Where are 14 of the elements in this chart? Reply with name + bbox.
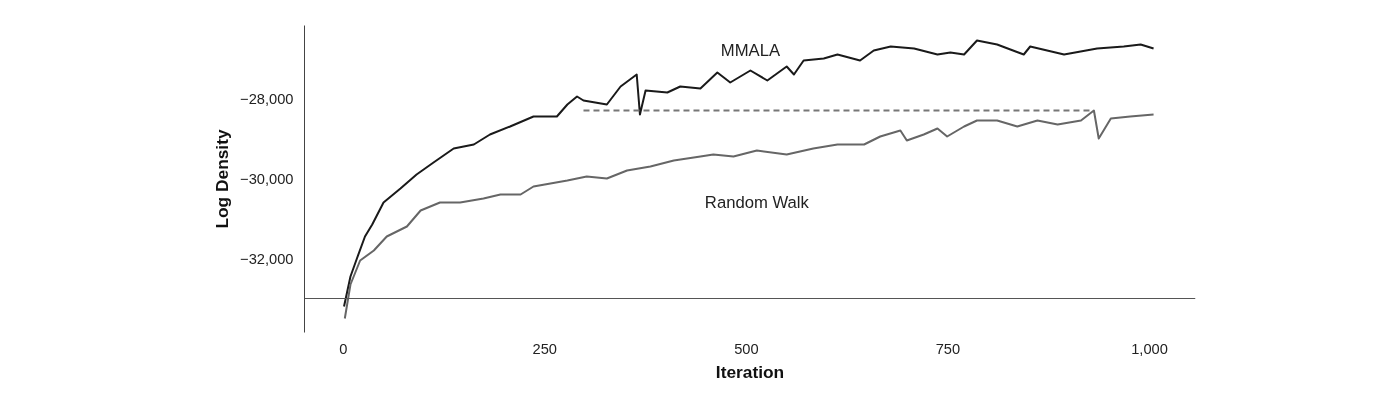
text: Random Walk xyxy=(704,193,810,213)
y-tick-label: −30,000 xyxy=(240,170,294,187)
x-tick-label: 0 xyxy=(339,340,348,357)
line-series xyxy=(343,39,1155,308)
x-tick-label: 250 xyxy=(532,340,558,357)
y-axis-title: Log Density xyxy=(212,129,233,229)
y-tick-label: −32,000 xyxy=(240,250,294,267)
x-tick-label: 1,000 xyxy=(1131,340,1168,357)
x-axis-title: Iteration xyxy=(715,361,785,382)
x-tick-label: 750 xyxy=(935,340,961,357)
x-tick-label: 500 xyxy=(734,340,759,357)
y-tick-label: −28,000 xyxy=(240,90,294,107)
line-series xyxy=(343,109,1155,320)
series-label: MMALA xyxy=(720,41,781,61)
